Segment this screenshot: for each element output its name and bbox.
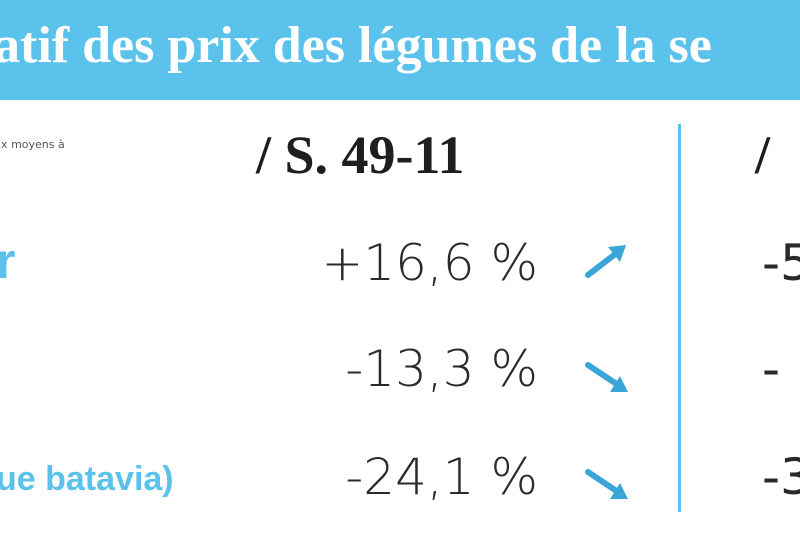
column-header: / S. 49-11	[256, 125, 465, 185]
row-label: ue batavia)	[0, 460, 174, 498]
title-bar	[0, 0, 800, 100]
column-note: ix moyens à	[0, 138, 65, 151]
title: atif des prix des légumes de la se	[0, 17, 712, 74]
row-value: -24,1 %	[345, 448, 538, 506]
row-value: -3	[762, 448, 800, 506]
column-header: /	[755, 125, 771, 185]
arrow-down	[585, 362, 628, 392]
row-value: -5	[762, 234, 800, 292]
column-separator	[678, 124, 681, 512]
row-label: r	[0, 233, 16, 289]
row-value: +16,6 %	[321, 234, 538, 292]
row-value: -	[762, 340, 781, 398]
row-value: -13,3 %	[345, 340, 538, 398]
arrow-up	[585, 245, 626, 278]
arrow-down	[585, 469, 628, 499]
